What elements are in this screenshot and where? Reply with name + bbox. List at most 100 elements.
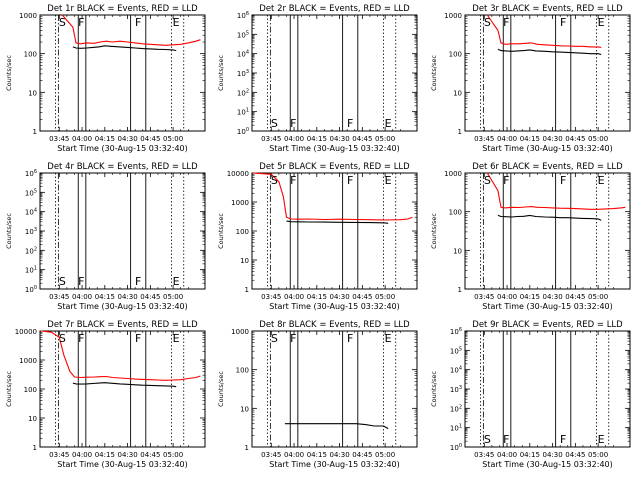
x-tick-label: 04:45 xyxy=(565,293,585,301)
plot-frame xyxy=(464,330,631,448)
marker-label-f: F xyxy=(347,332,353,345)
marker-label-f: F xyxy=(290,332,296,345)
y-tick-label: 102 xyxy=(450,404,462,413)
panel-det-2r: Det 2r BLACK = Events, RED = LLD Counts/s… xyxy=(217,4,418,153)
x-tick-label: 05:00 xyxy=(588,135,608,143)
y-tick-label: 1 xyxy=(245,286,249,294)
y-tick-label: 100 xyxy=(450,443,462,452)
x-tick-label: 03:45 xyxy=(474,293,494,301)
y-tick-label: 1000 xyxy=(231,328,249,336)
x-tick-label: 04:30 xyxy=(542,293,562,301)
lld-series xyxy=(61,14,201,46)
x-tick-label: 04:15 xyxy=(520,451,540,459)
x-tick-label: 04:15 xyxy=(95,293,115,301)
x-tick-label: 04:45 xyxy=(140,293,160,301)
x-tick-label: 04:00 xyxy=(72,293,92,301)
marker-label-f: F xyxy=(290,117,296,130)
x-tick-label: 03:45 xyxy=(49,293,69,301)
marker-label-s: S xyxy=(59,332,66,345)
x-tick-label: 04:45 xyxy=(140,451,160,459)
marker-label-s: S xyxy=(271,332,278,345)
plot-frame xyxy=(464,172,631,290)
panel-title: Det 2r BLACK = Events, RED = LLD xyxy=(259,4,410,14)
plot-frame xyxy=(39,330,206,448)
y-tick-label: 1000 xyxy=(444,12,462,20)
panel-title: Det 3r BLACK = Events, RED = LLD xyxy=(472,4,623,14)
marker-label-f: F xyxy=(347,117,353,130)
marker-label-f: F xyxy=(78,16,84,29)
lld-series xyxy=(41,330,201,381)
x-tick-label: 03:45 xyxy=(49,451,69,459)
plot-frame xyxy=(251,330,418,448)
x-axis-label: Start Time (30-Aug-15 03:32:40) xyxy=(269,302,400,311)
marker-label-e: E xyxy=(173,16,180,29)
y-tick-label: 106 xyxy=(450,327,462,336)
y-tick-label: 104 xyxy=(237,50,249,59)
panel-det-5r: Det 5r BLACK = Events, RED = LLD Counts/s… xyxy=(217,162,418,311)
y-axis-label: Counts/sec xyxy=(430,371,438,407)
x-axis-label: Start Time (30-Aug-15 03:32:40) xyxy=(269,460,400,469)
y-tick-label: 100 xyxy=(449,51,462,59)
panel-det-4r: Det 4r BLACK = Events, RED = LLD Counts/s… xyxy=(5,162,206,311)
x-tick-label: 03:45 xyxy=(261,293,281,301)
y-axis-label: Counts/sec xyxy=(5,371,13,407)
marker-label-e: E xyxy=(173,275,180,288)
y-axis-label: Counts/sec xyxy=(430,213,438,249)
y-tick-label: 105 xyxy=(25,188,37,197)
marker-label-f: F xyxy=(503,174,509,187)
y-axis-label: Counts/sec xyxy=(217,55,225,91)
x-axis-label: Start Time (30-Aug-15 03:32:40) xyxy=(482,460,613,469)
y-tick-label: 1 xyxy=(33,128,37,136)
y-tick-label: 100 xyxy=(25,285,37,294)
lld-series xyxy=(486,14,602,48)
marker-label-f: F xyxy=(135,275,141,288)
marker-label-f: F xyxy=(135,332,141,345)
x-tick-label: 04:30 xyxy=(117,135,137,143)
y-tick-label: 103 xyxy=(450,385,462,394)
marker-label-s: S xyxy=(271,117,278,130)
marker-label-s: S xyxy=(59,275,66,288)
x-tick-label: 04:00 xyxy=(284,293,304,301)
y-tick-label: 1000 xyxy=(444,170,462,178)
panel-det-8r: Det 8r BLACK = Events, RED = LLD Counts/s… xyxy=(217,320,418,469)
plot-frame xyxy=(251,14,418,132)
panel-det-9r: Det 9r BLACK = Events, RED = LLD Counts/s… xyxy=(430,320,631,469)
panel-title: Det 5r BLACK = Events, RED = LLD xyxy=(259,162,410,172)
x-axis-label: Start Time (30-Aug-15 03:32:40) xyxy=(57,144,188,153)
panel-title: Det 8r BLACK = Events, RED = LLD xyxy=(259,320,410,330)
marker-label-e: E xyxy=(598,174,605,187)
x-axis-label: Start Time (30-Aug-15 03:32:40) xyxy=(482,144,613,153)
panel-title: Det 7r BLACK = Events, RED = LLD xyxy=(47,320,198,330)
x-tick-label: 04:30 xyxy=(117,293,137,301)
marker-label-s: S xyxy=(59,16,66,29)
y-tick-label: 100 xyxy=(237,127,249,136)
y-tick-label: 10 xyxy=(28,415,37,423)
y-tick-label: 10 xyxy=(240,257,249,265)
x-tick-label: 04:15 xyxy=(95,451,115,459)
x-tick-label: 03:45 xyxy=(474,451,494,459)
x-tick-label: 05:00 xyxy=(163,451,183,459)
x-axis-label: Start Time (30-Aug-15 03:32:40) xyxy=(269,144,400,153)
events-series xyxy=(72,382,177,388)
plot-frame xyxy=(464,14,631,132)
panel-det-1r: Det 1r BLACK = Events, RED = LLD Counts/s… xyxy=(5,4,206,153)
y-tick-label: 10 xyxy=(28,89,37,97)
x-tick-label: 04:45 xyxy=(565,451,585,459)
x-tick-label: 05:00 xyxy=(375,293,395,301)
x-tick-label: 04:30 xyxy=(329,451,349,459)
events-series xyxy=(497,214,602,221)
y-axis-label: Counts/sec xyxy=(217,213,225,249)
x-axis-label: Start Time (30-Aug-15 03:32:40) xyxy=(57,302,188,311)
x-tick-label: 05:00 xyxy=(163,293,183,301)
x-tick-label: 04:45 xyxy=(352,293,372,301)
x-tick-label: 04:00 xyxy=(497,135,517,143)
marker-label-f: F xyxy=(78,332,84,345)
x-tick-label: 04:30 xyxy=(542,135,562,143)
y-tick-label: 103 xyxy=(25,227,37,236)
x-tick-label: 05:00 xyxy=(375,451,395,459)
panel-det-7r: Det 7r BLACK = Events, RED = LLD Counts/s… xyxy=(5,320,206,469)
x-tick-label: 03:45 xyxy=(261,451,281,459)
marker-label-f: F xyxy=(560,433,566,446)
x-tick-label: 05:00 xyxy=(163,135,183,143)
